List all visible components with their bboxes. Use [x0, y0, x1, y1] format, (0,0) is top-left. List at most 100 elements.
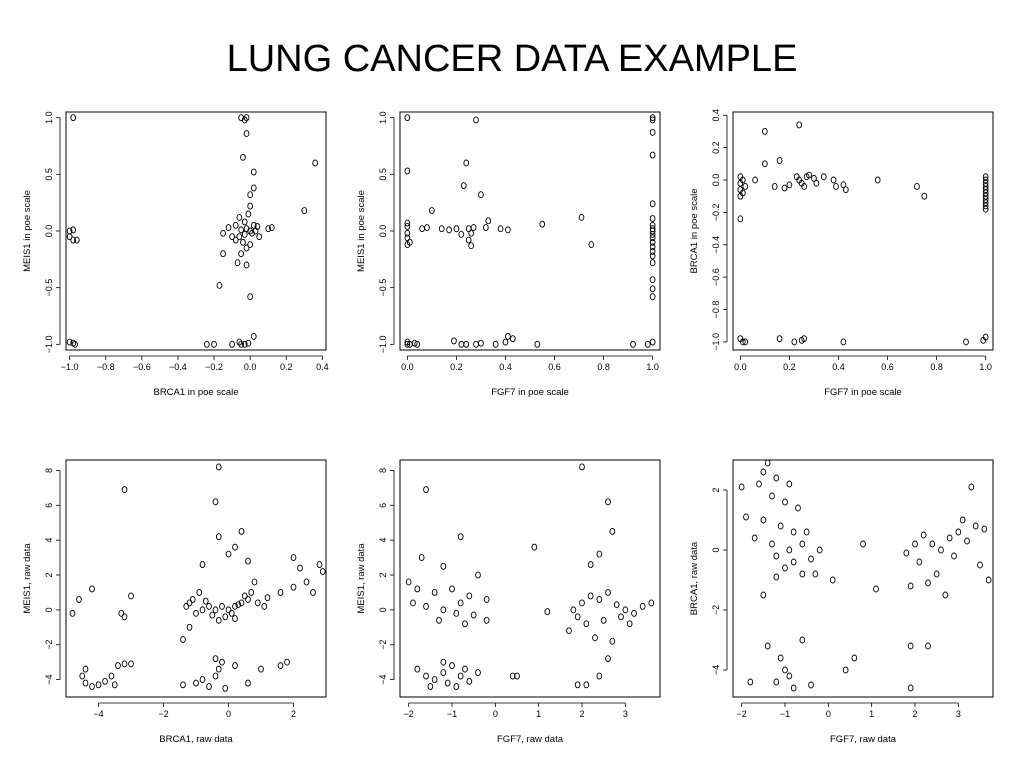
data-point — [873, 585, 879, 593]
data-point — [626, 620, 633, 628]
data-point — [418, 554, 425, 562]
data-point — [649, 114, 656, 122]
data-point — [247, 293, 254, 301]
data-point — [232, 662, 238, 670]
y-tick-label: −1.0 — [378, 335, 388, 353]
data-point — [985, 576, 992, 584]
data-point — [587, 561, 594, 569]
data-point — [756, 480, 762, 488]
data-point — [219, 658, 225, 666]
data-point — [212, 498, 219, 506]
data-point — [222, 684, 229, 692]
data-point — [649, 128, 656, 136]
data-point — [951, 552, 957, 560]
data-point — [186, 623, 193, 631]
data-point — [468, 229, 474, 237]
data-point — [579, 463, 585, 471]
data-point — [473, 340, 479, 348]
data-point — [475, 571, 481, 579]
data-point — [473, 116, 479, 124]
x-tick-label: 0.4 — [832, 362, 845, 372]
x-tick-label: 0.2 — [280, 362, 293, 372]
data-point — [247, 202, 254, 210]
data-point — [782, 666, 788, 674]
data-point — [534, 340, 541, 348]
data-point — [959, 516, 966, 524]
data-point — [622, 606, 629, 614]
data-point — [225, 224, 232, 232]
data-point — [229, 340, 235, 348]
data-point — [419, 225, 425, 233]
data-point — [449, 662, 455, 670]
data-point — [618, 613, 624, 621]
data-point — [509, 672, 516, 680]
data-point — [649, 276, 656, 284]
data-point — [782, 564, 788, 572]
data-point — [245, 557, 251, 565]
data-point — [212, 606, 219, 614]
data-point — [236, 213, 243, 221]
data-point — [238, 340, 244, 348]
y-tick-label: −4 — [711, 665, 721, 675]
data-point — [596, 595, 603, 603]
data-point — [243, 244, 250, 252]
data-point — [649, 238, 656, 246]
data-point — [933, 570, 940, 578]
x-tick-label: −2 — [158, 709, 168, 719]
data-point — [764, 642, 771, 650]
data-point — [982, 333, 989, 341]
y-tick-label: 0.0 — [44, 225, 54, 238]
data-point — [243, 114, 250, 122]
data-point — [795, 504, 801, 512]
data-point — [912, 540, 918, 548]
data-point — [907, 684, 914, 692]
data-point — [982, 192, 989, 200]
data-point — [649, 200, 656, 208]
data-point — [830, 176, 837, 184]
data-point — [258, 665, 264, 673]
data-point — [925, 579, 931, 587]
data-point — [465, 236, 472, 244]
scatter-panel-6: −2 −1 0 1 2 3 −4 −2 0 2 FGF7, raw data BRCA1, raw d… — [689, 459, 994, 745]
data-point — [211, 340, 217, 348]
data-point — [946, 534, 953, 542]
data-point — [482, 224, 489, 232]
data-point — [812, 570, 819, 578]
data-point — [203, 340, 210, 348]
plot-frame — [732, 459, 994, 698]
data-point — [458, 230, 465, 238]
data-point — [786, 672, 793, 680]
x-axis-label: FGF7, raw data — [497, 734, 564, 745]
data-point — [404, 340, 411, 348]
data-point — [566, 627, 572, 635]
data-point — [777, 654, 784, 662]
data-point — [251, 578, 258, 586]
x-tick-label: −1.0 — [61, 362, 79, 372]
y-axis-label: MEIS1 in poe scale — [356, 190, 367, 272]
data-point — [776, 157, 783, 165]
data-point — [649, 116, 656, 124]
data-point — [737, 179, 744, 187]
x-tick-label: −0.8 — [97, 362, 115, 372]
data-point — [462, 665, 468, 673]
x-tick-label: −0.6 — [133, 362, 151, 372]
x-tick-label: 3 — [956, 709, 961, 719]
data-point — [463, 340, 470, 348]
data-point — [232, 543, 238, 551]
y-tick-label: −0.2 — [711, 203, 721, 221]
data-point — [219, 602, 225, 610]
slide-title: LUNG CANCER DATA EXAMPLE — [226, 38, 798, 80]
data-point — [921, 192, 928, 200]
plot-frame — [65, 111, 327, 351]
data-point — [404, 219, 411, 227]
data-point — [410, 599, 416, 607]
data-point — [475, 669, 481, 677]
data-point — [468, 242, 474, 250]
data-point — [189, 595, 196, 603]
data-point — [796, 121, 803, 129]
x-tick-label: −2 — [737, 709, 747, 719]
x-tick-label: 3 — [623, 709, 628, 719]
data-point — [874, 176, 881, 184]
data-point — [312, 159, 319, 167]
data-point — [215, 533, 222, 541]
